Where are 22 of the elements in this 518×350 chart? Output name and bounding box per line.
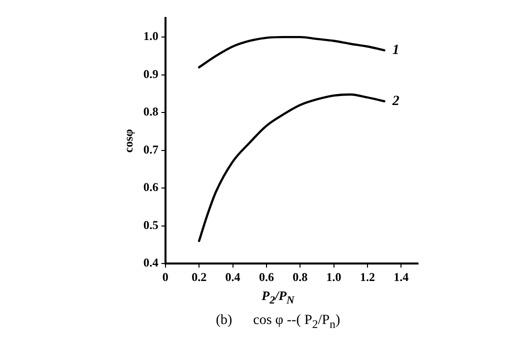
x-tick-label: 1.0 <box>326 270 342 284</box>
series-label: 1 <box>392 42 400 58</box>
x-tick-label: 0 <box>162 270 168 284</box>
y-tick-label: 0.4 <box>143 256 158 270</box>
x-tick-label: 0.2 <box>192 270 207 284</box>
y-tick-label: 1.0 <box>143 29 158 44</box>
y-tick-label: 0.7 <box>143 142 158 156</box>
x-axis-title: P$_{2}$/P$_{N}$ <box>260 288 296 307</box>
series-label: 2 <box>391 94 400 109</box>
x-tick-label: 0.8 <box>292 270 308 284</box>
y-tick-label: 0.5 <box>143 218 158 232</box>
y-tick-label: 0.8 <box>143 104 158 119</box>
x-tick-label: 0.4 <box>225 270 240 284</box>
line-series <box>198 93 386 242</box>
y-tick-label: 0.6 <box>143 180 158 194</box>
y-axis-title: cosφ <box>121 128 136 153</box>
x-tick-label: 1.2 <box>360 270 375 284</box>
text: (b) cos φ --( P$_{2}$/P$_{n}$) <box>214 312 342 330</box>
line-series <box>198 36 386 68</box>
x-tick-label: 0.6 <box>258 270 274 284</box>
y-tick-label: 0.9 <box>143 66 158 81</box>
x-tick-label: 1.4 <box>394 270 409 284</box>
